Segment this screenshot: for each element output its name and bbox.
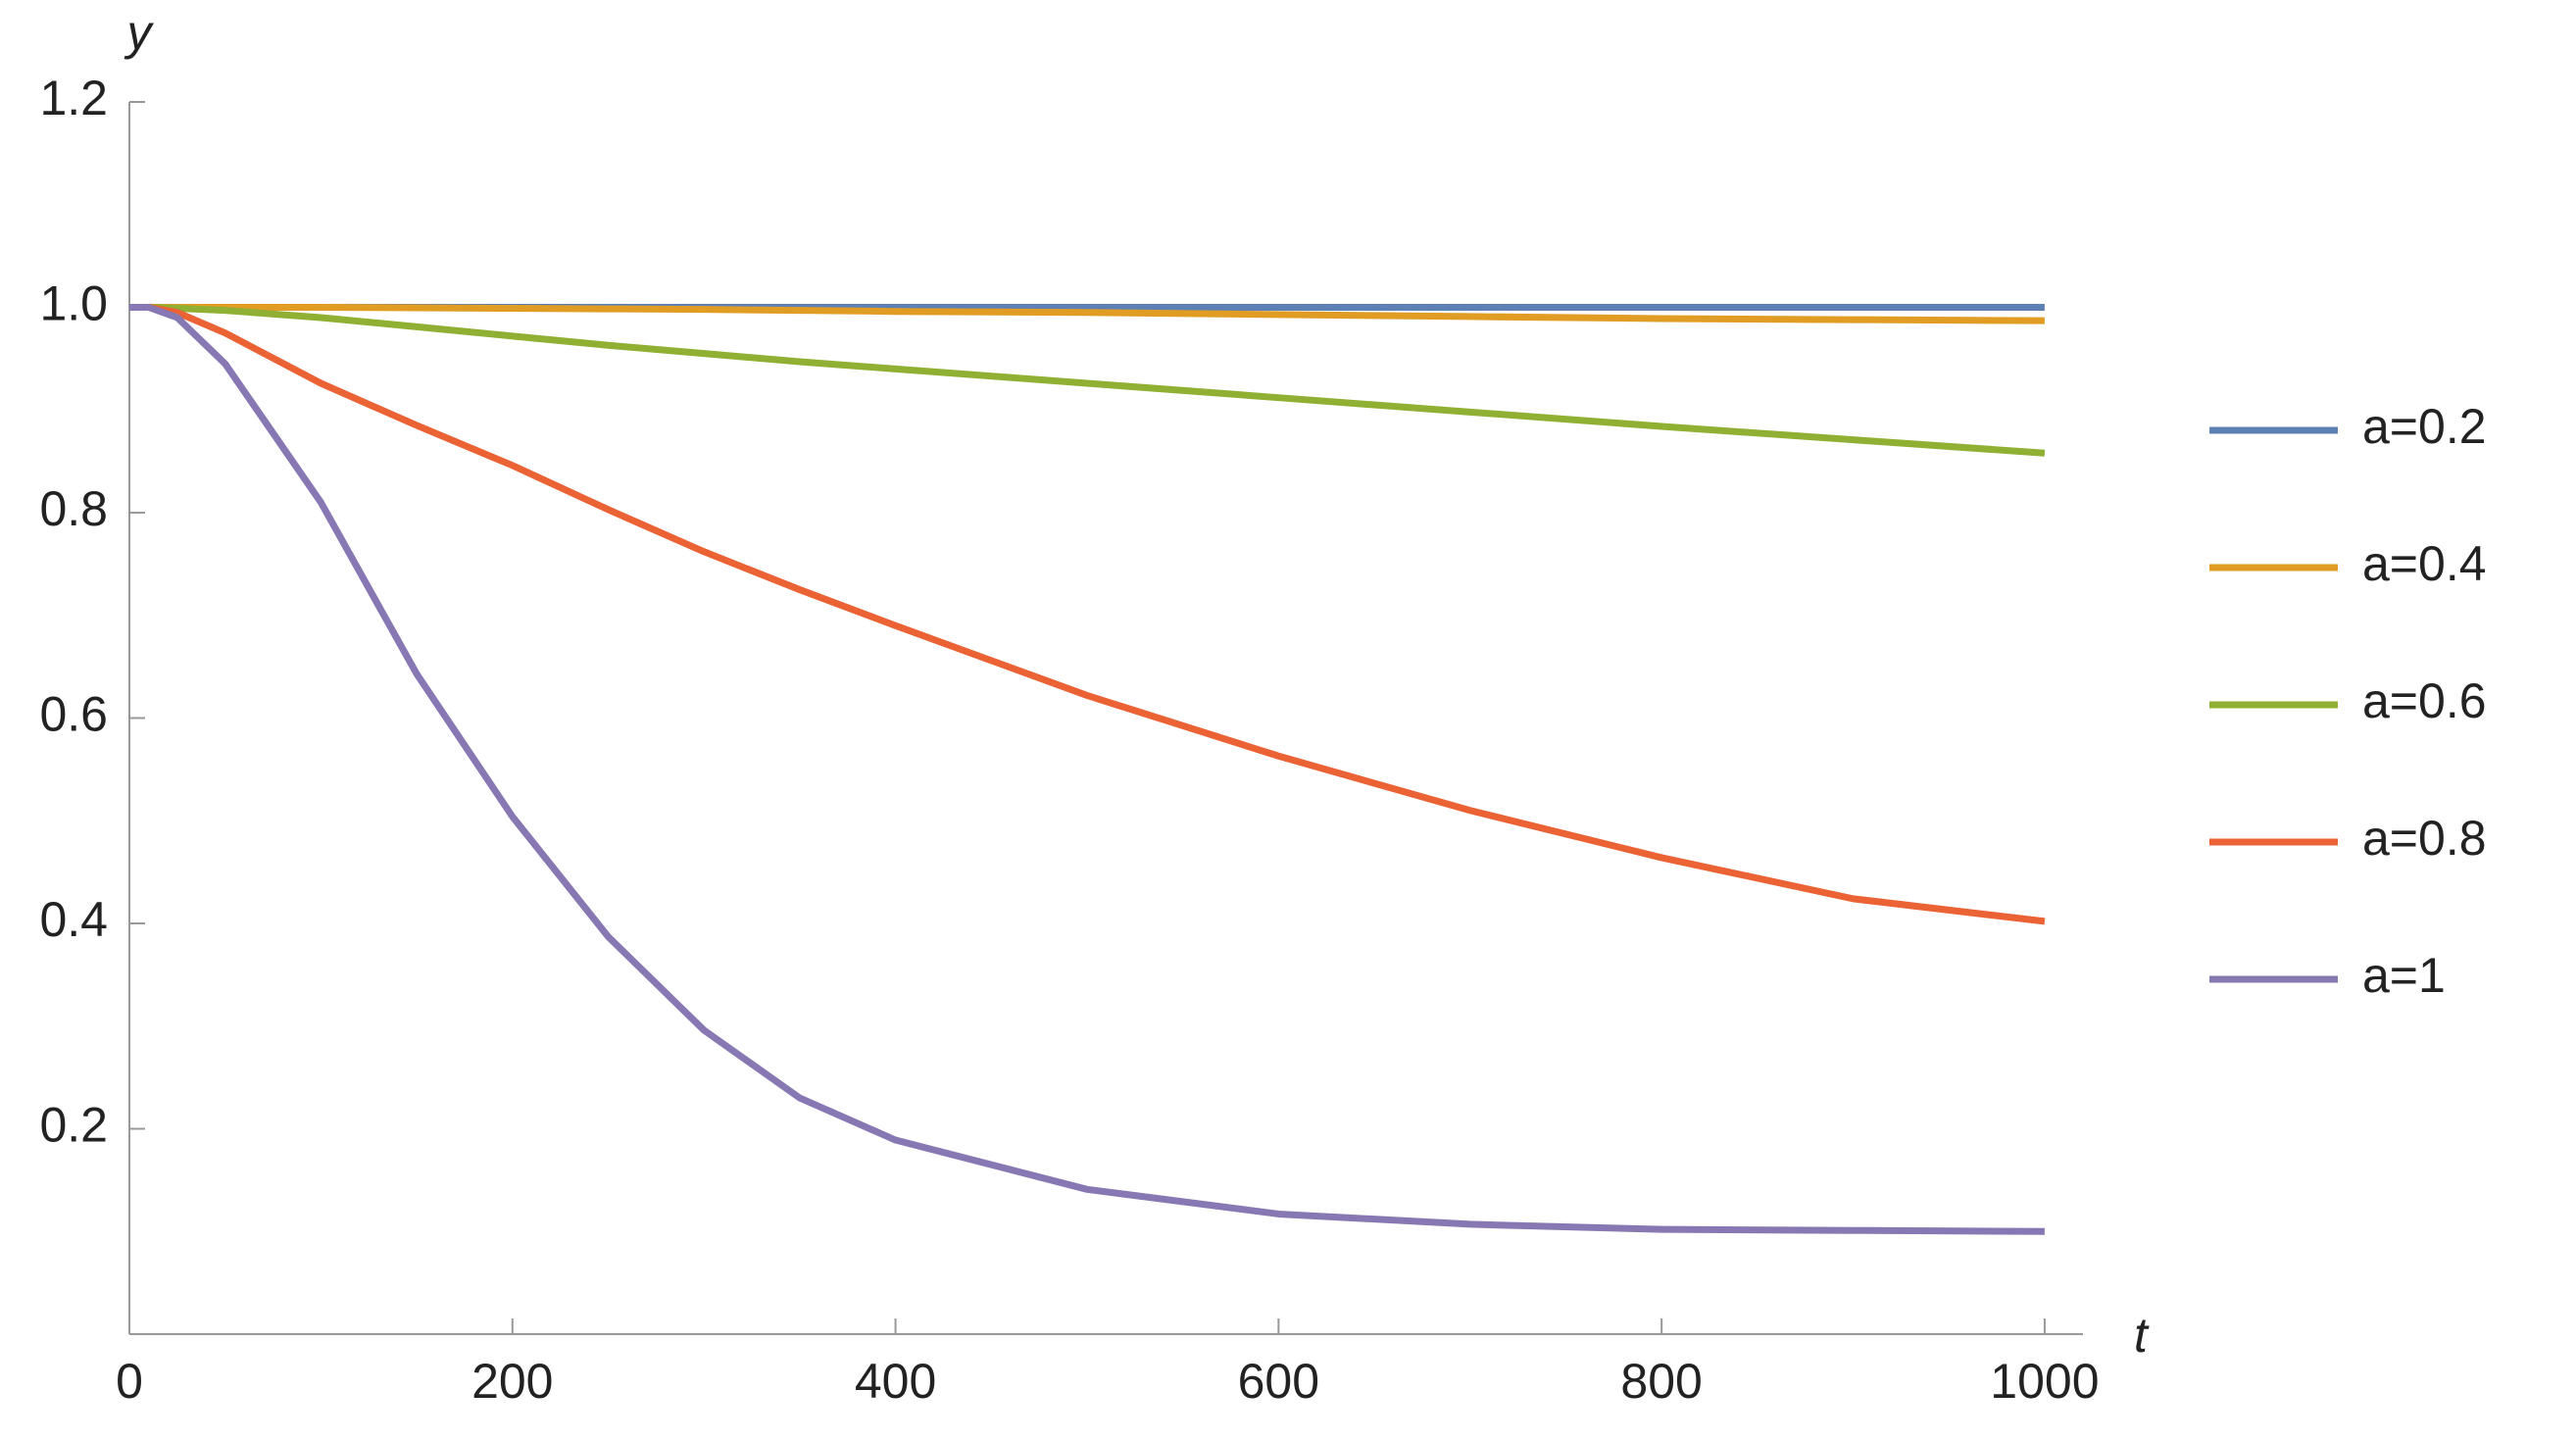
legend-label: a=0.6 — [2362, 673, 2487, 728]
series-line — [129, 304, 2046, 457]
y-axis-label: y — [124, 5, 155, 60]
legend-label: a=0.4 — [2362, 536, 2487, 591]
x-tick-label: 800 — [1620, 1354, 1702, 1409]
y-tick-label: 1.2 — [39, 71, 108, 125]
legend-label: a=1 — [2362, 948, 2446, 1003]
x-tick-label: 0 — [116, 1354, 143, 1409]
legend-label: a=0.2 — [2362, 399, 2487, 454]
x-axis-label: t — [2134, 1308, 2150, 1363]
y-tick-label: 0.8 — [39, 481, 108, 536]
y-tick-label: 0.6 — [39, 687, 108, 742]
legend-label: a=0.8 — [2362, 811, 2487, 866]
series-line — [129, 304, 2045, 1235]
x-tick-label: 1000 — [1990, 1354, 2099, 1409]
x-tick-label: 600 — [1238, 1354, 1319, 1409]
x-tick-label: 200 — [471, 1354, 553, 1409]
y-tick-label: 1.0 — [39, 276, 108, 331]
y-tick-label: 0.2 — [39, 1098, 108, 1153]
series-line — [129, 304, 2046, 925]
y-tick-label: 0.4 — [39, 892, 108, 947]
x-tick-label: 400 — [855, 1354, 936, 1409]
